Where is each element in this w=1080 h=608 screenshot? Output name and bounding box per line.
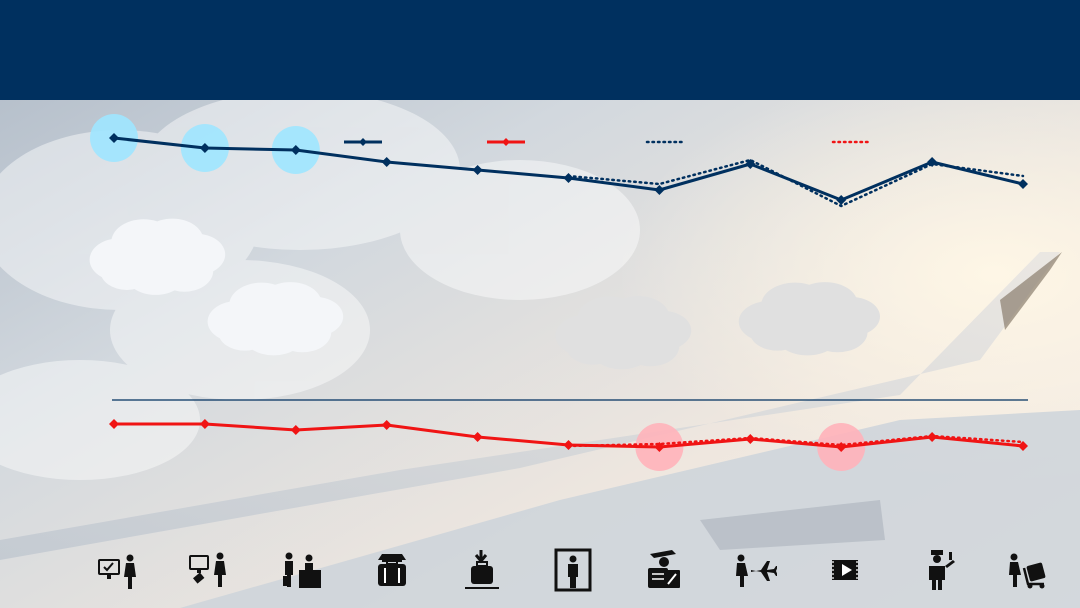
annotation-clouds [89,218,880,370]
data-point-2-9 [836,442,847,452]
legend-swatch-2 [487,138,525,146]
data-point-1-5 [472,165,483,175]
boarding-icon [733,548,779,592]
data-point-2-5 [472,432,483,442]
cabin-crew-icon [915,548,959,592]
header-bar [0,0,1080,100]
annotation-cloud-2 [207,282,344,356]
series-points [109,133,1028,452]
check-in-desk-icon [279,548,323,592]
inflight-entertainment-icon [824,548,868,592]
annotation-cloud-4 [738,282,880,356]
legend [344,138,873,146]
legend-swatch-1 [344,138,382,146]
data-point-1-8 [745,159,756,169]
series-line-2-dotted [567,434,1025,448]
data-point-2-11 [1018,441,1028,451]
data-point-1-9 [836,195,847,205]
baggage-delivery-icon [1006,548,1050,592]
data-point-2-4 [381,420,392,430]
bag-drop-icon [370,548,414,592]
baggage-claim-icon [461,548,505,592]
data-point-1-10 [927,157,938,167]
data-point-2-8 [745,434,756,444]
check-in-kiosk-icon [97,548,141,592]
data-point-1-7 [654,185,665,195]
passport-control-icon [642,548,686,592]
data-point-1-4 [381,157,392,167]
data-point-1-11 [1018,179,1028,189]
annotation-cloud-3 [555,296,692,370]
data-point-1-3 [290,145,301,155]
data-point-1-2 [199,143,210,153]
data-point-2-10 [927,432,938,442]
data-point-2-7 [654,442,665,452]
series-line-1-dotted [567,158,1025,208]
series-line-1-solid [113,136,1024,202]
data-point-2-2 [199,419,210,429]
security-screening-icon [552,548,596,592]
bag-tag-kiosk-icon [188,548,232,592]
data-point-2-1 [109,419,119,429]
data-point-1-6 [563,173,574,183]
annotation-cloud-1 [89,218,226,295]
data-point-2-3 [290,425,301,435]
data-point-1-1 [109,133,119,143]
data-point-2-6 [563,440,574,450]
